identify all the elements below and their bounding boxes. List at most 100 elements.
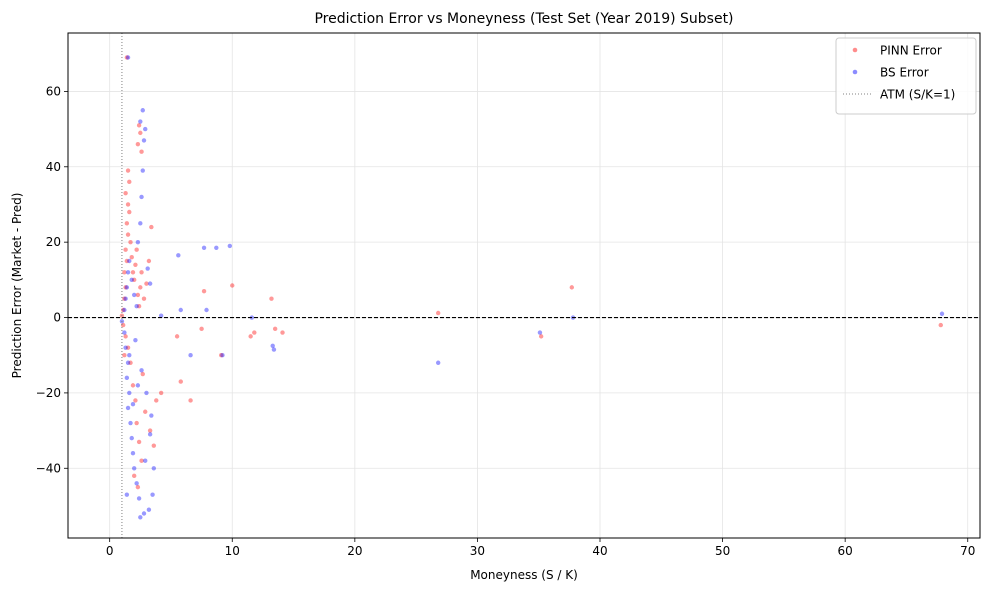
data-point [136, 304, 142, 309]
x-tick-label: 50 [715, 544, 730, 558]
data-point [122, 296, 127, 301]
data-point [188, 398, 193, 403]
data-point [188, 353, 193, 358]
y-tick-label: 0 [53, 311, 61, 325]
data-point [141, 138, 147, 143]
series-pinn-error [119, 55, 943, 490]
axes-frame [67, 32, 981, 539]
data-point [143, 409, 148, 414]
data-point [122, 307, 127, 313]
y-tick-label: 60 [46, 84, 61, 98]
data-point [537, 330, 543, 335]
chart-title: Prediction Error vs Moneyness (Test Set … [314, 11, 733, 27]
data-point [135, 141, 141, 147]
data-point [248, 334, 253, 339]
data-point [134, 481, 139, 486]
data-point [158, 313, 164, 318]
data-point [135, 239, 141, 245]
data-point [122, 270, 127, 275]
y-axis-label: Prediction Error (Market - Pred) [10, 193, 24, 379]
x-tick-label: 10 [225, 544, 240, 558]
data-point [124, 492, 130, 497]
data-point [150, 492, 155, 497]
data-point [123, 334, 128, 339]
legend-label-pinn: PINN Error [880, 44, 942, 58]
data-point [127, 390, 132, 396]
data-point [123, 345, 128, 350]
data-points [119, 55, 945, 520]
data-point [131, 466, 137, 471]
data-point [129, 277, 134, 283]
data-point [146, 258, 152, 264]
data-point [147, 428, 153, 433]
y-tick-label: −20 [36, 386, 61, 400]
data-point [230, 283, 235, 288]
reference-lines [68, 33, 980, 538]
data-point [135, 484, 141, 490]
legend-marker-pinn [852, 47, 858, 53]
data-point [128, 360, 133, 365]
data-point [124, 375, 130, 381]
data-point [124, 221, 130, 226]
data-point [128, 420, 133, 426]
y-tick-label: −40 [36, 461, 61, 475]
data-point [138, 221, 143, 226]
data-point [201, 288, 207, 294]
data-point [130, 402, 136, 407]
legend-box [835, 37, 977, 115]
data-point [125, 55, 131, 60]
data-point [124, 285, 130, 290]
legend-marker-bs [852, 69, 858, 75]
data-point [122, 330, 127, 335]
data-point [220, 353, 225, 358]
data-point [280, 330, 285, 335]
axis-ticks: 0 10 20 30 40 50 60 70 −40 −20 0 20 40 60 [36, 84, 976, 558]
data-point [139, 458, 144, 463]
data-point [538, 334, 544, 339]
data-point [136, 123, 142, 128]
data-point [125, 405, 131, 411]
x-tick-label: 40 [592, 544, 607, 558]
data-point [145, 266, 150, 271]
data-point [140, 168, 145, 173]
data-point [123, 285, 128, 290]
data-point [125, 168, 131, 173]
data-point [138, 130, 143, 136]
data-point [149, 413, 154, 418]
data-point [435, 360, 441, 365]
data-point [139, 149, 144, 154]
data-point [176, 253, 181, 258]
data-point [147, 432, 153, 437]
data-point [127, 209, 132, 215]
data-point [120, 322, 126, 328]
data-point [151, 466, 157, 471]
data-point [136, 496, 142, 501]
data-point [138, 515, 143, 520]
data-point [129, 255, 134, 260]
data-point [125, 345, 131, 350]
data-point [938, 322, 943, 328]
series-bs-error [119, 55, 945, 520]
x-tick-label: 0 [106, 544, 114, 558]
data-point [201, 245, 207, 251]
data-point [134, 247, 139, 252]
data-point [154, 398, 159, 403]
data-point [569, 285, 575, 290]
y-tick-label: 20 [46, 235, 61, 249]
data-point [270, 343, 275, 348]
x-axis-label: Moneyness (S / K) [470, 568, 578, 582]
data-point [135, 292, 141, 298]
data-point [144, 281, 149, 286]
data-point [125, 232, 131, 237]
data-point [939, 311, 945, 316]
data-point [138, 119, 143, 124]
data-point [127, 179, 132, 185]
data-point [138, 285, 143, 290]
data-point [135, 383, 141, 388]
data-point [133, 337, 138, 343]
data-point [140, 108, 145, 113]
data-point [146, 507, 152, 512]
data-point [127, 258, 132, 264]
data-point [139, 368, 144, 373]
